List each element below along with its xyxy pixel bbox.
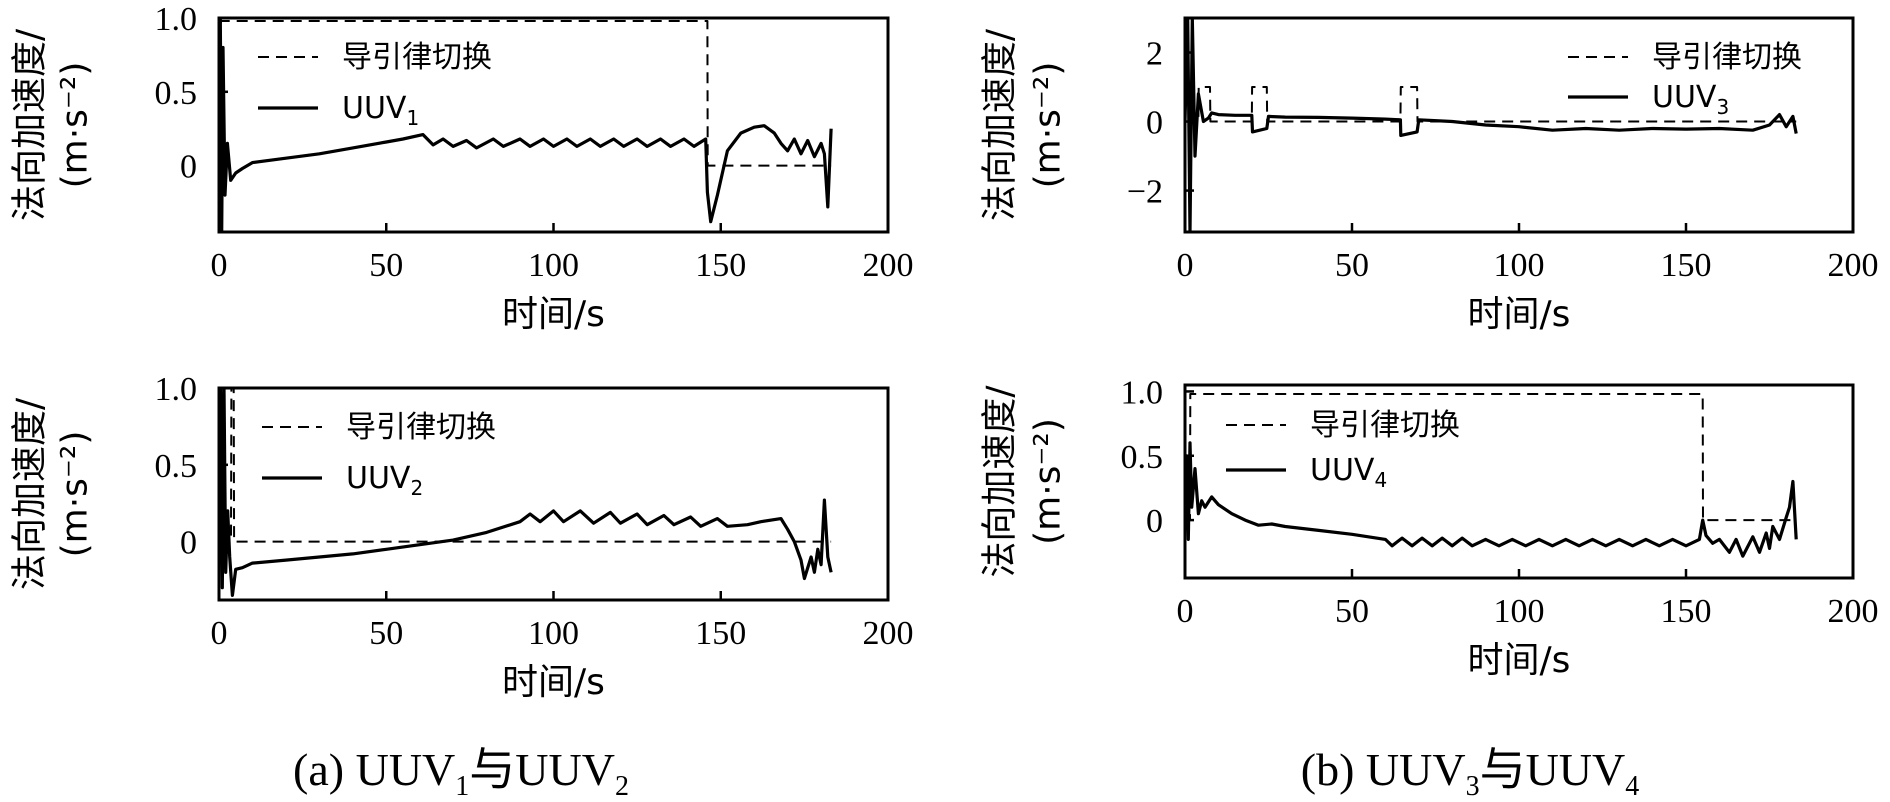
y-tick-label: 0 xyxy=(180,149,197,186)
x-tick-label: 200 xyxy=(1828,247,1879,284)
y-tick-label: 1.0 xyxy=(155,371,198,408)
x-tick-label: 200 xyxy=(863,615,914,652)
x-tick-label: 100 xyxy=(528,247,579,284)
x-tick-label: 150 xyxy=(695,247,746,284)
x-tick-label: 50 xyxy=(369,615,403,652)
legend-uuv-label: UUV2 xyxy=(346,461,423,500)
x-tick-label: 100 xyxy=(528,615,579,652)
caption-b: (b) UUV3与UUV4 xyxy=(1301,744,1639,802)
x-tick-label: 100 xyxy=(1494,593,1545,630)
y-tick-label: 0.5 xyxy=(155,448,198,485)
panel-uuv4: 0 50 100 150 200 1.0 0.5 0 时间/s 法向加速度/(m·s⁻²) 导引律切… xyxy=(980,374,1879,681)
x-tick-label: 200 xyxy=(1828,593,1879,630)
y-axis-unit: (m·s⁻²) xyxy=(55,431,96,558)
legend-switch-label: 导引律切换 xyxy=(342,40,492,75)
panel-uuv3: 0 50 100 150 200 2 0 −2 时间/s 法向加速度/(m·s⁻²) 导引律切换 UU… xyxy=(980,16,1879,335)
x-tick-label: 50 xyxy=(369,247,403,284)
y-tick-label: 0.5 xyxy=(155,75,198,112)
legend-uuv3: 导引律切换 UUV3 xyxy=(1568,40,1802,119)
plot-frame-uuv4 xyxy=(1183,383,1855,580)
x-axis-label: 时间/s xyxy=(1468,640,1571,681)
y-axis-label: 法向加速度/ xyxy=(10,28,51,221)
y-tick-label: 1.0 xyxy=(1121,374,1164,411)
uuv-line-uuv3 xyxy=(1185,18,1798,232)
y-tick-label: 2 xyxy=(1146,36,1163,73)
y-axis-label: 法向加速度/ xyxy=(10,397,51,590)
legend-uuv4: 导引律切换 UUV4 xyxy=(1226,408,1460,492)
y-axis-unit: (m·s⁻²) xyxy=(55,62,96,189)
legend-uuv-label: UUV4 xyxy=(1310,453,1387,492)
x-tick-label: 50 xyxy=(1335,247,1369,284)
x-tick-label: 150 xyxy=(1661,247,1712,284)
x-tick-label: 150 xyxy=(1661,593,1712,630)
y-tick-label: −2 xyxy=(1127,174,1163,211)
x-axis-label: 时间/s xyxy=(1468,294,1571,335)
uuv-line-uuv4 xyxy=(1185,441,1798,558)
legend-switch-label: 导引律切换 xyxy=(346,410,496,445)
legend-uuv-label: UUV3 xyxy=(1652,80,1729,119)
y-tick-label: 0 xyxy=(180,525,197,562)
y-axis-label: 法向加速度/ xyxy=(980,385,1021,578)
y-axis-label: 法向加速度/ xyxy=(980,28,1021,221)
x-tick-label: 150 xyxy=(695,615,746,652)
panel-uuv1: 0 50 100 150 200 1.0 0.5 0 时间/s 法向加速度/(m·s⁻²) 导引律切… xyxy=(10,1,914,335)
y-axis-unit: (m·s⁻²) xyxy=(1028,418,1069,545)
legend-uuv-label: UUV1 xyxy=(342,91,419,130)
y-tick-label: 0.5 xyxy=(1121,439,1164,476)
x-axis-label: 时间/s xyxy=(502,662,605,703)
plot-frame-uuv2 xyxy=(217,386,890,602)
legend-uuv1: 导引律切换 UUV1 xyxy=(258,40,492,130)
legend-uuv2: 导引律切换 UUV2 xyxy=(262,410,496,500)
switch-line-uuv4 xyxy=(1185,393,1797,522)
x-tick-label: 50 xyxy=(1335,593,1369,630)
x-tick-label: 0 xyxy=(1177,593,1194,630)
uuv-line-uuv2 xyxy=(219,388,833,597)
y-tick-label: 0 xyxy=(1146,105,1163,142)
y-axis-unit: (m·s⁻²) xyxy=(1028,62,1069,189)
x-axis-label: 时间/s xyxy=(502,294,605,335)
caption-a: (a) UUV1与UUV2 xyxy=(293,744,629,802)
legend-switch-label: 导引律切换 xyxy=(1652,40,1802,75)
plot-frame-uuv1 xyxy=(217,16,890,234)
y-tick-label: 0 xyxy=(1146,503,1163,540)
x-tick-label: 200 xyxy=(863,247,914,284)
x-tick-label: 0 xyxy=(211,247,228,284)
y-tick-label: 1.0 xyxy=(155,1,198,38)
x-tick-label: 0 xyxy=(1177,247,1194,284)
uuv-line-uuv1 xyxy=(219,18,833,232)
legend-switch-label: 导引律切换 xyxy=(1310,408,1460,443)
x-tick-label: 0 xyxy=(211,615,228,652)
x-tick-label: 100 xyxy=(1494,247,1545,284)
panel-uuv2: 0 50 100 150 200 1.0 0.5 0 时间/s 法向加速度/(m·s⁻²) 导引律切… xyxy=(10,371,914,703)
switch-line-uuv3 xyxy=(1185,86,1797,123)
